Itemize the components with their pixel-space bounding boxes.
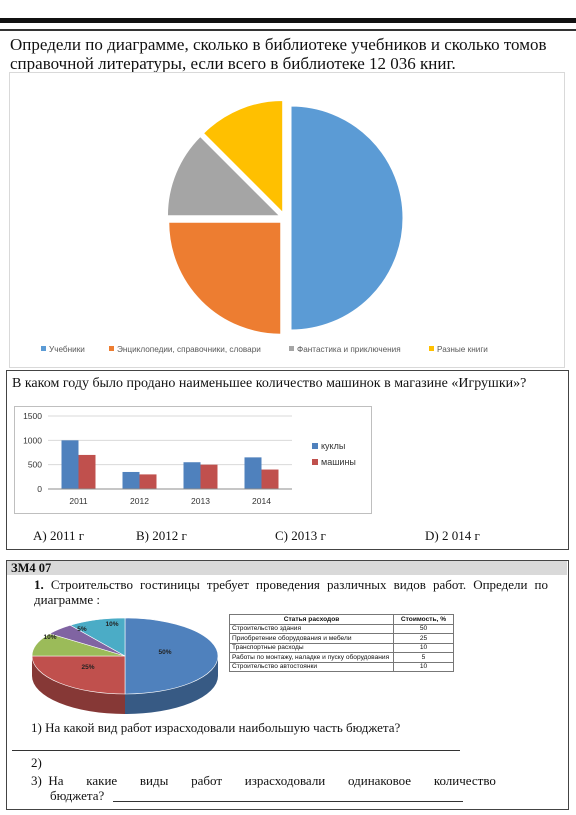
toy-sales-bar-chart: 0 500 1000 1500 2011 2012 2013 2014 куклы машины [14,406,372,514]
answer-c[interactable]: C) 2013 г [275,528,326,543]
bar [244,457,262,489]
pie-side [125,656,218,714]
legend-label: куклы [321,441,345,451]
pie-slice [202,99,284,214]
bar [139,474,157,489]
y-tick-label: 1000 [23,435,42,445]
x-tick-label: 2013 [191,496,210,506]
y-tick-label: 0 [37,484,42,494]
table-row: Строительство автостоянки 10 [229,661,454,672]
bar [78,454,96,489]
y-tick-label: 1500 [23,411,42,421]
legend-label: машины [321,457,356,467]
legend-label: Энциклопедии, справочники, словари [117,345,261,354]
x-tick-label: 2012 [130,496,149,506]
legend-swatch [289,346,294,351]
pie-slice [168,221,282,335]
y-tick-label: 500 [28,460,42,470]
subquestion-2: 2) [31,755,42,770]
table-cell: 5 [393,652,454,663]
table-cell: 50 [393,623,454,634]
slice-label: 50% [158,649,171,656]
library-pie-chart: Учебники Энциклопедии, справочники, слова… [9,72,565,368]
slice-label: 10% [105,621,118,628]
section-header: ЗМ4 07 [7,561,567,575]
top-margin [0,0,576,18]
question-2-box [6,370,569,550]
task-number: 1. [34,577,44,592]
bar [261,469,279,489]
table-cell: 10 [393,661,454,672]
pie-slice [31,655,126,695]
table-cell: Транспортные расходы [229,642,394,653]
answer-line-3[interactable] [113,801,463,802]
table-cell: Строительство автостоянки [229,661,394,672]
table-cell: 25 [393,633,454,644]
answer-a[interactable]: A) 2011 г [33,528,85,543]
pie-slice [166,135,281,217]
expense-table: Статья расходов Стоимость, % Строительст… [229,614,454,672]
legend-swatch [312,459,318,465]
question-2-text: В каком году было продано наименьшее кол… [12,376,527,391]
subquestion-3-cont: бюджета? [50,788,105,803]
table-row: Строительство здания 50 [229,623,454,634]
bar [61,440,79,489]
answer-b[interactable]: B) 2012 г [136,528,187,543]
slice-label: 25% [81,664,94,671]
table-cell: Приобретение оборудования и мебели [229,633,394,644]
bar [122,471,140,489]
task-1-text: 1. Строительство гостиницы требует прове… [34,577,548,607]
bar [183,462,201,489]
column-header-cost: Стоимость, % [393,614,454,625]
subquestion-3: 3) На какие виды работ израсходовали оди… [31,773,496,788]
legend-swatch [41,346,46,351]
task-description: Строительство гостиницы требует проведен… [34,577,548,607]
table-header-row: Статья расходов Стоимость, % [229,614,454,625]
table-cell: Работы по монтажу, наладке и пуску обору… [229,652,394,663]
subquestion-1: 1) На какой вид работ израсходовали наиб… [31,720,401,735]
legend-swatch [312,443,318,449]
table-row: Приобретение оборудования и мебели 25 [229,633,454,644]
answer-d[interactable]: D) 2 014 г [425,528,480,543]
legend-label: Учебники [49,345,85,354]
legend-label: Фантастика и приключения [297,345,401,354]
legend-label: Разные книги [437,345,488,354]
answer-line-1[interactable] [12,750,460,751]
legend-swatch [429,346,434,351]
legend-swatch [109,346,114,351]
hotel-budget-pie-chart: 50% 25% 10% 5% 10% [31,617,219,714]
table-row: Работы по монтажу, наладке и пуску обору… [229,652,454,663]
slice-label: 5% [77,626,87,633]
question-1-text: Определи по диаграмме, сколько в библиот… [10,35,547,73]
second-rule [0,29,576,31]
bar [200,464,218,489]
x-tick-label: 2014 [252,496,271,506]
pie-slice [69,617,126,657]
column-header-item: Статья расходов [229,614,394,625]
chart-frame [9,72,565,368]
top-rule [0,18,576,23]
table-cell: 10 [393,642,454,653]
table-row: Транспортные расходы 10 [229,642,454,653]
pie-slice [290,105,404,331]
pie-slice [124,617,219,695]
table-cell: Строительство здания [229,623,394,634]
question-3-box [6,560,569,810]
pie-side [32,656,125,714]
slice-label: 10% [43,634,56,641]
x-tick-label: 2011 [69,496,88,506]
